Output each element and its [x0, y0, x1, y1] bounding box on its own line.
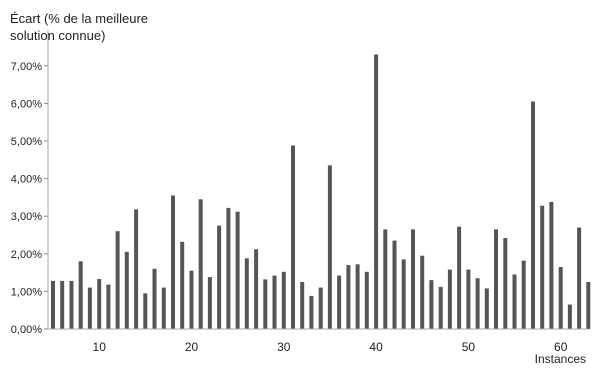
- bar: [244, 258, 249, 329]
- bar: [124, 251, 129, 329]
- bar: [207, 277, 212, 329]
- bar: [51, 280, 55, 329]
- bar: [420, 255, 425, 329]
- y-tick-label: 2,00%: [11, 249, 42, 261]
- bar: [106, 284, 111, 329]
- y-tick-label: 3,00%: [11, 211, 42, 223]
- bar: [392, 240, 397, 329]
- x-tick-label: 10: [93, 340, 107, 354]
- bar: [540, 205, 545, 329]
- bar: [457, 226, 462, 329]
- bar: [549, 201, 554, 329]
- bar: [383, 229, 388, 329]
- bar: [309, 295, 314, 329]
- bar: [226, 207, 231, 329]
- x-axis-label: Instances: [534, 352, 586, 366]
- bar: [217, 225, 222, 329]
- y-axis-label-line-2: solution connue): [10, 28, 106, 43]
- bar: [567, 304, 572, 329]
- bar: [161, 287, 166, 329]
- bar: [494, 229, 498, 329]
- bar: [281, 271, 286, 329]
- bar: [300, 282, 305, 329]
- y-tick-label: 6,00%: [11, 98, 42, 110]
- x-tick-label: 60: [554, 340, 568, 354]
- bar: [143, 293, 148, 329]
- bar: [327, 165, 332, 329]
- bar: [586, 282, 591, 329]
- bar: [198, 199, 203, 329]
- bar: [115, 231, 120, 329]
- y-tick-label: 5,00%: [11, 136, 42, 148]
- bar: [401, 259, 406, 329]
- bar: [374, 54, 379, 329]
- bar: [346, 265, 351, 329]
- bar: [318, 287, 323, 329]
- y-tick-label: 7,00%: [11, 61, 42, 73]
- bar: [447, 269, 452, 329]
- bar: [531, 101, 535, 329]
- y-tick-label: 0,00%: [11, 324, 42, 336]
- y-axis-label: Écart (% de la meilleure solution connue…: [10, 10, 210, 44]
- bar: [60, 280, 65, 329]
- bar: [180, 241, 185, 329]
- bar: [337, 275, 342, 329]
- bar: [411, 229, 415, 329]
- bar: [438, 286, 443, 329]
- x-tick-label: 50: [462, 340, 476, 354]
- y-tick-label: 1,00%: [11, 286, 42, 298]
- bar: [503, 238, 508, 329]
- bar: [364, 271, 369, 329]
- bar: [355, 264, 360, 329]
- bar: [512, 274, 517, 329]
- bar: [272, 275, 277, 329]
- bar: [254, 249, 259, 329]
- x-tick-label: 30: [277, 340, 291, 354]
- bar: [97, 279, 102, 329]
- bar: [484, 288, 489, 329]
- x-tick-label: 40: [369, 340, 383, 354]
- x-tick-label: 20: [185, 340, 199, 354]
- bar: [171, 195, 175, 329]
- y-axis-label-line-1: Écart (% de la meilleure: [10, 11, 148, 26]
- bar: [521, 260, 526, 329]
- bar: [69, 280, 74, 329]
- bar: [466, 269, 471, 329]
- bar: [235, 211, 240, 329]
- y-tick-label: 4,00%: [11, 174, 42, 186]
- bar: [291, 145, 295, 329]
- bar: [87, 287, 92, 329]
- bar: [152, 268, 157, 329]
- bar: [577, 227, 582, 329]
- bar: [134, 209, 139, 329]
- bar: [189, 270, 194, 329]
- bar: [429, 280, 434, 329]
- bar: [263, 279, 268, 329]
- bar: [475, 278, 480, 329]
- bar: [78, 261, 83, 329]
- bar: [558, 267, 563, 329]
